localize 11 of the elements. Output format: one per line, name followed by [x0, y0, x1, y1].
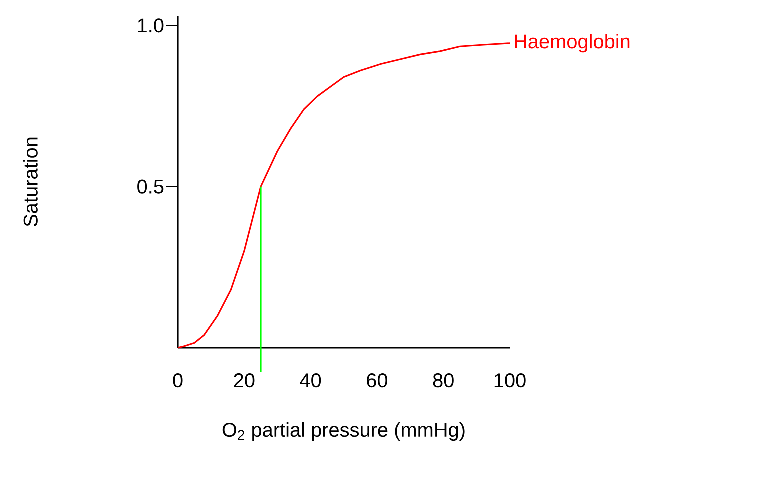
x-tick-label: 20 — [234, 374, 255, 388]
x-axis-title: O$_{2}$ partial pressure (mmHg) — [222, 422, 465, 442]
y-tick-label: 1.0 — [138, 18, 164, 33]
y-axis-title: Saturation — [23, 138, 38, 227]
series-label: Haemoglobin — [515, 34, 630, 53]
x-tick-label: 60 — [367, 374, 388, 388]
x-tick-label: 100 — [494, 374, 526, 388]
y-tick-label: 0.5 — [138, 180, 164, 194]
x-tick-label: 0 — [173, 374, 183, 388]
x-tick-label: 40 — [300, 374, 322, 388]
x-tick-label: 80 — [433, 374, 454, 388]
